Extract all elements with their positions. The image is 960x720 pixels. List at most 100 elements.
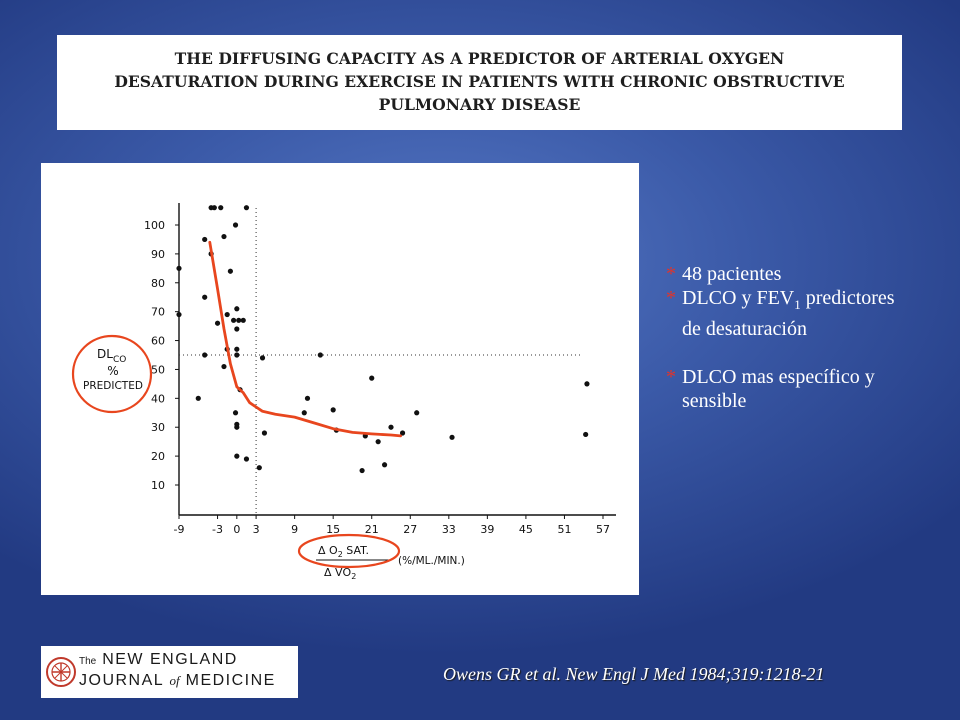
data-point bbox=[234, 306, 240, 312]
y-tick-label: 50 bbox=[151, 363, 165, 376]
x-tick-label: 0 bbox=[233, 523, 240, 536]
x-tick-label: 27 bbox=[403, 523, 417, 536]
data-point bbox=[234, 424, 240, 430]
y-tick-label: 20 bbox=[151, 450, 165, 463]
data-point bbox=[234, 326, 240, 332]
bullet-item: * DLCO mas específico y sensible bbox=[666, 365, 956, 413]
x-tick-label: 33 bbox=[442, 523, 456, 536]
y-tick-label: 40 bbox=[151, 392, 165, 405]
data-point bbox=[449, 434, 455, 440]
title-line: PULMONARY DISEASE bbox=[378, 95, 581, 114]
x-axis-label-denominator: Δ V̇O2 bbox=[324, 566, 356, 581]
data-point bbox=[202, 236, 208, 243]
data-point bbox=[369, 375, 375, 381]
data-point bbox=[256, 465, 262, 471]
bullet-marker: * bbox=[666, 263, 676, 285]
nejm-logo-line1: The NEW ENGLAND bbox=[79, 651, 238, 668]
x-tick-label: 3 bbox=[253, 523, 260, 536]
data-point bbox=[330, 407, 336, 413]
data-point bbox=[301, 410, 307, 416]
y-tick-label: 90 bbox=[151, 248, 165, 261]
y-label-highlight-circle bbox=[71, 334, 153, 414]
data-point bbox=[221, 233, 227, 240]
y-tick-label: 70 bbox=[151, 306, 165, 319]
data-point bbox=[224, 311, 230, 318]
x-axis-label: Δ O2 SAT. Δ V̇O2 (%/ML./MIN.) bbox=[316, 544, 465, 581]
x-tick-label: -9 bbox=[174, 523, 185, 536]
y-tick-label: 100 bbox=[144, 219, 165, 232]
data-point bbox=[211, 205, 217, 211]
x-tick-label: 15 bbox=[326, 523, 340, 536]
data-point bbox=[202, 294, 208, 300]
x-tick-label: 9 bbox=[291, 523, 298, 536]
title-line: THE DIFFUSING CAPACITY AS A PREDICTOR OF… bbox=[174, 49, 785, 68]
data-point bbox=[388, 424, 394, 430]
data-point bbox=[240, 317, 246, 323]
bullet-text-continuation: sensible bbox=[682, 390, 747, 412]
data-point bbox=[176, 311, 182, 318]
y-axis-label: DLCO % PREDICTED bbox=[83, 347, 143, 392]
data-point bbox=[218, 205, 224, 211]
y-tick-label: 80 bbox=[151, 277, 165, 290]
x-tick-label: 39 bbox=[480, 523, 494, 536]
trend-curve-line bbox=[208, 240, 402, 438]
data-point bbox=[243, 456, 250, 462]
data-point bbox=[243, 205, 250, 211]
data-point bbox=[234, 352, 240, 358]
x-tick-label: 57 bbox=[596, 523, 610, 536]
data-point bbox=[231, 317, 237, 323]
data-points bbox=[176, 205, 590, 474]
x-axis-label-main: Δ O2 SAT. bbox=[318, 544, 369, 559]
data-point bbox=[381, 462, 388, 468]
paper-title: THE DIFFUSING CAPACITY AS A PREDICTOR OF… bbox=[57, 35, 902, 130]
y-tick-label: 30 bbox=[151, 421, 165, 434]
nejm-seal-icon bbox=[46, 657, 76, 687]
x-tick-label: 51 bbox=[557, 523, 571, 536]
data-point bbox=[221, 363, 227, 370]
data-point bbox=[202, 352, 208, 358]
reference-lines bbox=[179, 208, 581, 515]
trend-curve bbox=[208, 240, 402, 438]
x-label-highlight-circle bbox=[297, 533, 401, 569]
nejm-logo: The NEW ENGLAND JOURNAL of MEDICINE bbox=[41, 646, 298, 698]
bullet-text: DLCO y FEV1 predictores bbox=[682, 287, 895, 312]
data-point bbox=[227, 268, 233, 274]
data-point bbox=[234, 346, 240, 352]
data-point bbox=[236, 317, 242, 323]
y-tick-label: 10 bbox=[151, 479, 165, 492]
data-point bbox=[414, 410, 420, 416]
data-point bbox=[399, 430, 406, 436]
data-point bbox=[232, 222, 239, 228]
title-line: DESATURATION DURING EXERCISE IN PATIENTS… bbox=[114, 72, 845, 91]
chart-axes bbox=[178, 203, 616, 516]
bullet-item: * 48 pacientes bbox=[666, 262, 956, 286]
x-tick-label: 45 bbox=[519, 523, 533, 536]
nejm-logo-line2: JOURNAL of MEDICINE bbox=[79, 672, 276, 689]
data-point bbox=[584, 381, 590, 387]
figure-panel: 10 20 30 40 50 60 70 80 90 100 -9 -3 0 3 9 15 21 27 33 39 45… bbox=[41, 163, 639, 595]
bullet-marker: * bbox=[666, 287, 676, 309]
y-axis-label-main: DLCO bbox=[97, 347, 126, 365]
y-tick-label: 60 bbox=[151, 335, 165, 348]
bullet-item: * DLCO y FEV1 predictores de desaturació… bbox=[666, 286, 956, 341]
x-axis-unit-label: (%/ML./MIN.) bbox=[398, 555, 465, 567]
bullet-text: 48 pacientes bbox=[682, 263, 782, 285]
data-point bbox=[304, 395, 311, 401]
data-point bbox=[359, 467, 365, 474]
bullet-text: DLCO mas específico y bbox=[682, 366, 875, 388]
data-point bbox=[317, 352, 323, 358]
bullet-list: * 48 pacientes * DLCO y FEV1 predictores… bbox=[666, 262, 956, 413]
y-axis-label-line3: PREDICTED bbox=[83, 380, 143, 392]
bullet-marker: * bbox=[666, 366, 676, 388]
citation: Owens GR et al. New Engl J Med 1984;319:… bbox=[443, 664, 825, 684]
y-axis-label-line2: % bbox=[107, 364, 118, 378]
data-point bbox=[234, 453, 240, 459]
bullet-text-continuation: de desaturación bbox=[682, 318, 807, 340]
data-point bbox=[214, 320, 221, 326]
x-tick-label: 21 bbox=[365, 523, 379, 536]
data-point bbox=[195, 395, 201, 401]
data-point bbox=[232, 410, 239, 416]
data-point bbox=[583, 431, 589, 438]
